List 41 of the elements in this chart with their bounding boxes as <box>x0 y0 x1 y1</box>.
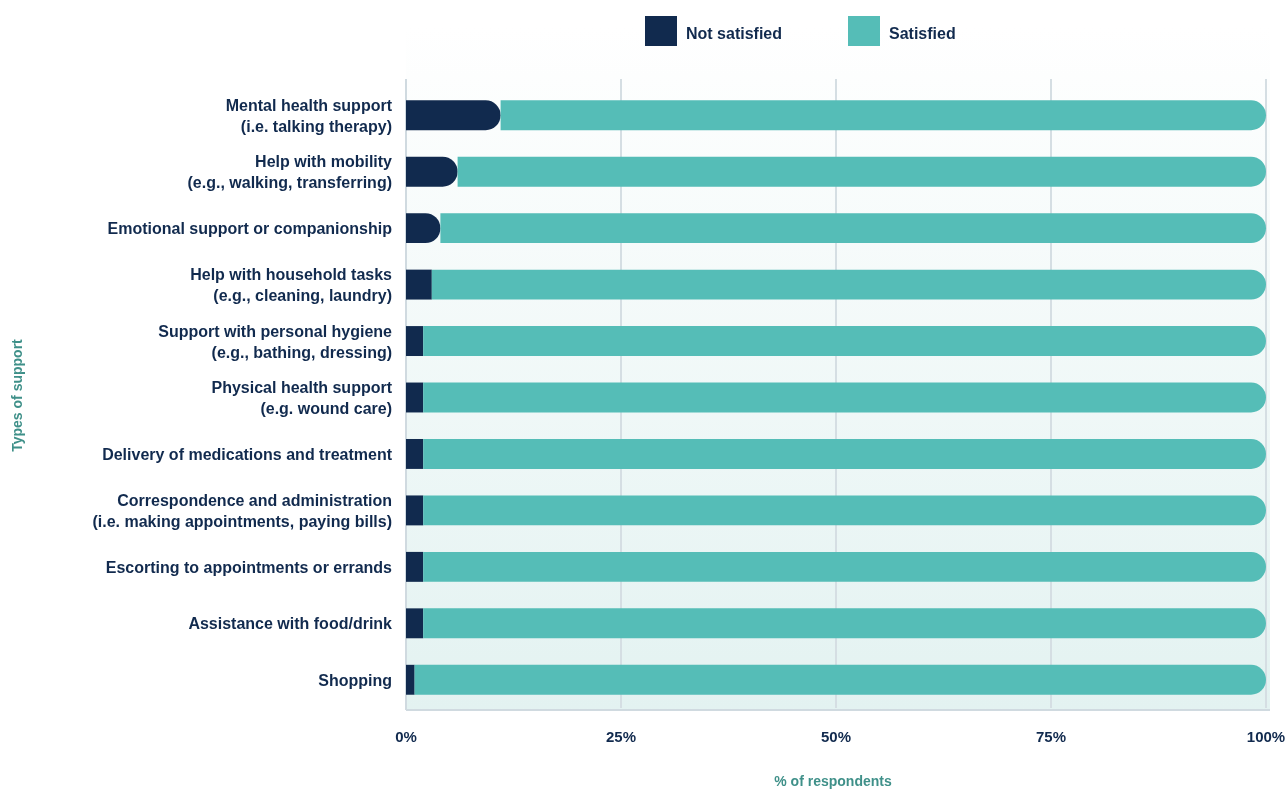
bar <box>423 382 1266 413</box>
y-tick-label: Shopping <box>318 671 392 689</box>
bar <box>406 495 424 526</box>
bar <box>423 608 1266 639</box>
y-axis-title: Types of support <box>9 338 25 452</box>
bar <box>423 495 1266 526</box>
y-tick-label: Support with personal hygiene (e.g., bathing, dressing) <box>158 322 393 361</box>
bar <box>406 382 424 413</box>
bar <box>423 551 1266 582</box>
x-tick-label: 0% <box>395 728 417 745</box>
bar <box>406 100 501 131</box>
bar <box>406 326 424 357</box>
legend-label: Not satisfied <box>686 25 783 42</box>
bar <box>431 269 1266 300</box>
bar <box>423 438 1266 469</box>
x-tick-label: 75% <box>1035 728 1067 745</box>
y-tick-label: Assistance with food/drink <box>188 615 393 633</box>
legend-label: Satisfied <box>889 25 956 42</box>
bar <box>406 269 432 300</box>
bar <box>500 100 1266 131</box>
x-axis-title: % of respondents <box>774 773 892 789</box>
y-tick-label: Help with mobility (e.g., walking, transferring) <box>187 153 393 192</box>
bar <box>440 213 1266 244</box>
y-tick-label: Escorting to appointments or errands <box>105 558 393 576</box>
y-tick-label: Correspondence and administration (i.e. making appointments, paying bills) <box>92 491 392 530</box>
y-tick-label: Help with household tasks (e.g., cleaning, laundry) <box>190 266 393 305</box>
x-tick-label: 25% <box>605 728 637 745</box>
y-tick-label: Mental health support (i.e. talking therapy) <box>225 96 393 135</box>
x-tick-label: 50% <box>820 728 852 745</box>
bar <box>423 326 1266 357</box>
bar <box>406 551 424 582</box>
bar <box>406 438 424 469</box>
bar <box>457 156 1266 187</box>
x-tick-label: 100% <box>1246 728 1286 745</box>
bar <box>414 664 1266 695</box>
bar <box>406 664 415 695</box>
bar <box>406 608 424 639</box>
y-tick-label: Physical health support (e.g. wound care) <box>211 379 393 417</box>
y-tick-label: Delivery of medications and treatment <box>102 445 393 463</box>
bar <box>406 156 458 187</box>
y-tick-label: Emotional support or companionship <box>107 220 393 238</box>
